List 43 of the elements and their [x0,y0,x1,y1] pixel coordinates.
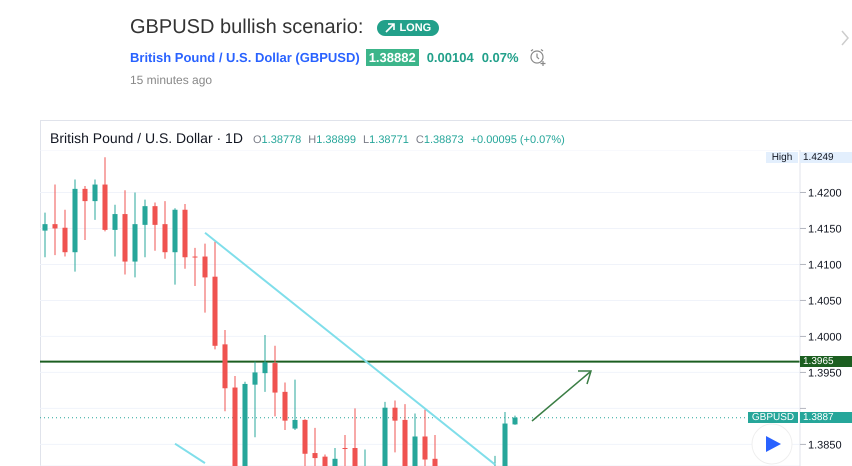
text: British Pound / U.S. Dollar · 1D [50,130,243,146]
text: H1.38899 [308,134,356,146]
y-tick-label: 1.4050 [808,295,842,308]
text: LONG [377,20,440,36]
text: 15 minutes ago [130,73,212,87]
candlestick [52,184,58,256]
candlestick [92,179,98,220]
text: 1.4249 [800,152,852,163]
y-tick-label: 1.4200 [808,187,842,200]
candlestick [42,212,48,258]
text: 0.07% [482,50,519,64]
text: 1.38882 [366,48,419,66]
ref-line-label: GBPUSD [748,412,798,424]
candlestick [82,185,88,240]
candlestick [202,243,208,314]
text: 1.3887 [800,412,852,424]
text: C1.38873 [416,134,464,146]
y-tick-label: 1.3850 [808,439,842,452]
text: +0.00095 (+0.07%) [470,134,565,146]
candlestick [262,334,268,392]
candlestick [352,408,358,466]
candlestick [332,448,338,466]
candlestick [142,199,148,258]
y-tick-label: 1.4100 [808,259,842,272]
y-tick-label: 1.4000 [808,331,842,344]
y-tick-label: 1.4150 [808,223,842,236]
candlestick [312,427,318,466]
candlestick [152,202,158,252]
candlestick [432,434,438,466]
candlestick [192,247,198,287]
candlestick [322,454,328,466]
candlestick [392,400,398,453]
ref-line-label: 1.3965 [800,356,852,368]
chart-subtitle: British Pound / U.S. Dollar (GBPUSD) [130,50,360,64]
candlestick [422,408,428,466]
chart-title: GBPUSD bullish scenario: [130,16,364,39]
y-tick-label: 1.3950 [808,367,842,380]
candlestick [112,204,118,258]
text: L1.38771 [363,134,409,146]
text: 0.00104 [426,50,474,64]
candlestick [342,434,348,466]
annotation: High [766,152,798,163]
text: O1.38778 [252,134,302,146]
